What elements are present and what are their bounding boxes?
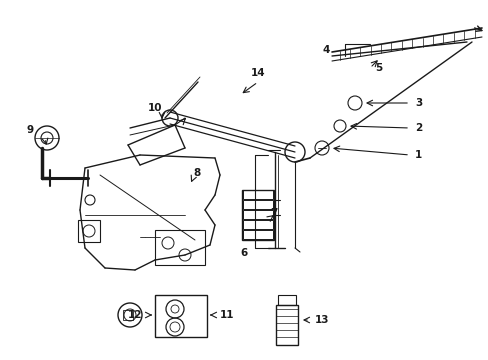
Bar	[243, 220, 272, 229]
Bar	[243, 190, 272, 199]
Bar	[278, 295, 295, 305]
Bar	[243, 210, 272, 219]
Bar	[243, 200, 272, 209]
Text: 1: 1	[414, 150, 421, 160]
Bar	[242, 190, 273, 240]
Bar	[78, 220, 100, 242]
Bar	[123, 310, 133, 320]
Text: 6: 6	[240, 248, 247, 258]
Text: 8: 8	[193, 168, 200, 178]
Text: 10: 10	[147, 103, 162, 113]
Text: 9: 9	[26, 125, 34, 135]
Text: 11: 11	[220, 310, 234, 320]
Text: 13: 13	[314, 315, 329, 325]
Text: 5: 5	[374, 63, 382, 73]
Text: 2: 2	[414, 123, 421, 133]
Text: 4: 4	[322, 45, 329, 55]
Text: 7: 7	[269, 208, 277, 218]
Bar	[155, 295, 206, 337]
Bar	[155, 230, 204, 265]
Bar	[275, 305, 297, 345]
Bar	[243, 230, 272, 239]
Text: 14: 14	[250, 68, 265, 78]
Text: 12: 12	[127, 310, 142, 320]
Text: 3: 3	[414, 98, 421, 108]
